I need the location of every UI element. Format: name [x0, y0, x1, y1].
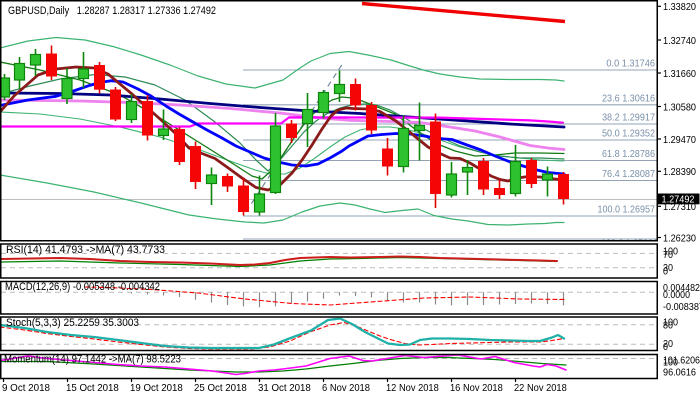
svg-text:1.32740: 1.32740 [663, 36, 696, 47]
svg-text:50.0 1.29352: 50.0 1.29352 [602, 129, 655, 140]
svg-text:15 Oct 2018: 15 Oct 2018 [66, 383, 119, 394]
svg-text:9 Oct 2018: 9 Oct 2018 [2, 383, 50, 394]
svg-text:1.27310: 1.27310 [663, 202, 696, 213]
svg-text:100.0 1.26957: 100.0 1.26957 [598, 205, 656, 216]
svg-text:1.27492: 1.27492 [662, 194, 695, 205]
svg-text:1.28390: 1.28390 [663, 167, 696, 178]
svg-text:61.8 1.28786: 61.8 1.28786 [602, 149, 655, 160]
svg-text:23.6 1.30616: 23.6 1.30616 [602, 93, 655, 104]
svg-text:96.0616: 96.0616 [663, 367, 696, 378]
svg-text:Stoch(5,3,3) 25.2259 35.3003: Stoch(5,3,3) 25.2259 35.3003 [6, 317, 139, 329]
svg-text:101.6206: 101.6206 [663, 355, 700, 366]
svg-text:0.0000: 0.0000 [663, 290, 690, 301]
svg-text:100: 100 [663, 357, 678, 368]
svg-text:1.30580: 1.30580 [663, 102, 696, 113]
svg-text:0: 0 [663, 342, 668, 353]
svg-text:100: 100 [663, 246, 678, 257]
svg-text:1.26230: 1.26230 [663, 233, 696, 244]
svg-text:80: 80 [663, 321, 673, 332]
svg-text:25 Oct 2018: 25 Oct 2018 [194, 383, 247, 394]
svg-text:20: 20 [663, 339, 673, 350]
svg-text:1.33820: 1.33820 [663, 2, 696, 13]
svg-text:0.004482: 0.004482 [663, 283, 700, 294]
svg-text:22 Nov 2018: 22 Nov 2018 [514, 383, 567, 394]
svg-text:0: 0 [663, 267, 668, 278]
svg-text:1.31660: 1.31660 [663, 69, 696, 80]
svg-text:38.2 1.29917: 38.2 1.29917 [602, 113, 655, 124]
svg-text:70: 70 [663, 250, 673, 261]
svg-text:-0.008387: -0.008387 [663, 302, 700, 313]
svg-text:100: 100 [663, 318, 678, 329]
svg-text:30: 30 [663, 263, 673, 274]
svg-text:6 Nov 2018: 6 Nov 2018 [322, 383, 370, 394]
svg-text:19 Oct 2018: 19 Oct 2018 [130, 383, 183, 394]
svg-text:GBPUSD,Daily 1.28287 1.28317: GBPUSD,Daily 1.28287 1.28317 1.27336 1.2… [8, 5, 216, 17]
svg-text:16 Nov 2018: 16 Nov 2018 [450, 383, 503, 394]
svg-text:76.4 1.28087: 76.4 1.28087 [602, 169, 655, 180]
svg-text:Momentum(14) 97.1442 ->MA(7) 9: Momentum(14) 97.1442 ->MA(7) 98.5223 [4, 354, 181, 366]
svg-text:1.29470: 1.29470 [663, 135, 696, 146]
svg-text:RSI(14) 41.4793 ->MA(7) 43.773: RSI(14) 41.4793 ->MA(7) 43.7733 [6, 244, 165, 256]
svg-text:0.0 1.31746: 0.0 1.31746 [606, 59, 655, 70]
svg-text:12 Nov 2018: 12 Nov 2018 [386, 383, 439, 394]
svg-text:MACD(12,26,9) -0.005348 -0.004: MACD(12,26,9) -0.005348 -0.004342 [5, 281, 160, 293]
svg-text:123.6 1.25828: 123.6 1.25828 [601, 239, 658, 250]
svg-text:31 Oct 2018: 31 Oct 2018 [258, 383, 311, 394]
